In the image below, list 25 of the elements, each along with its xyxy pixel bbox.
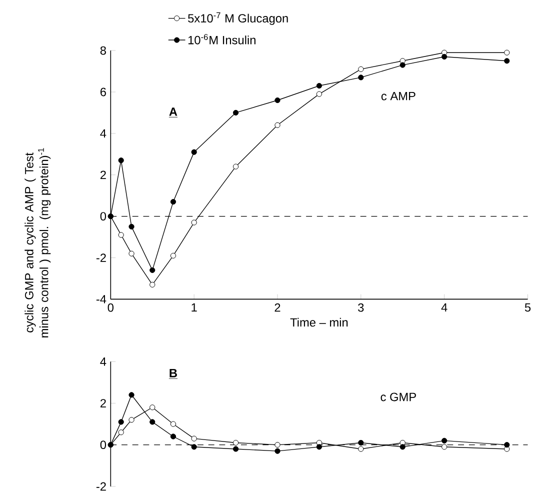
annotation: c GMP bbox=[380, 392, 416, 402]
y-tick-label: 8 bbox=[100, 46, 106, 55]
x-tick-label: 1 bbox=[192, 304, 197, 312]
y-tick-label: -2 bbox=[96, 254, 106, 262]
x-tick-label: 2 bbox=[274, 304, 280, 312]
x-axis-title: Time – min bbox=[290, 318, 348, 327]
annotation: c AMP bbox=[381, 92, 416, 100]
legend-label: 10$^{-6}$M Insulin bbox=[188, 34, 256, 45]
y-tick-label: 2 bbox=[100, 399, 106, 408]
y-tick-label: 4 bbox=[100, 130, 106, 138]
y-axis-title: cyclic GMP and cyclic AMP ( Test minus control ) pmol. (mg protein)$^{-1}$ bbox=[24, 148, 51, 338]
y-tick-label: -2 bbox=[96, 482, 106, 491]
annotation: A bbox=[169, 108, 178, 116]
x-tick-label: 0 bbox=[108, 304, 114, 312]
y-tick-label: 0 bbox=[100, 212, 106, 221]
y-tick-label: 2 bbox=[100, 170, 106, 180]
x-tick-label: 5 bbox=[524, 304, 531, 312]
annotation: B bbox=[170, 369, 177, 378]
y-tick-label: -4 bbox=[96, 295, 106, 304]
x-tick-label: 4 bbox=[441, 304, 448, 312]
y-tick-label: 4 bbox=[100, 358, 106, 366]
y-tick-label: 6 bbox=[100, 88, 106, 96]
legend-label: 5x10$^{-7}$ M Glucagon bbox=[188, 12, 288, 26]
y-tick-label: 0 bbox=[100, 440, 106, 450]
x-tick-label: 3 bbox=[358, 304, 364, 312]
